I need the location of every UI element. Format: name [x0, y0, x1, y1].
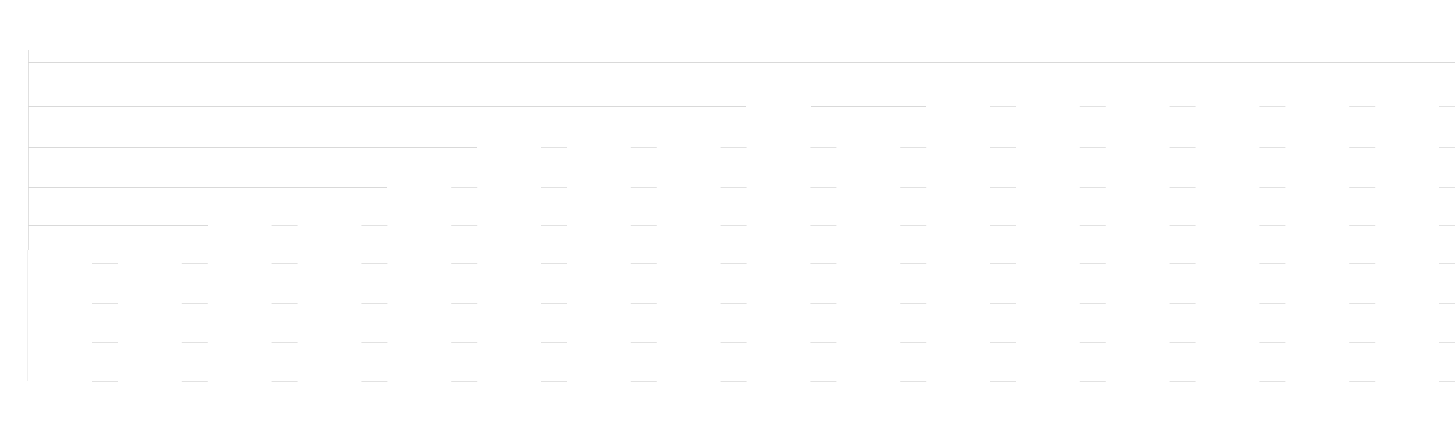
page: (() => { const data = JSON.parse(documen… [27, 50, 1455, 382]
placeholder-grid [27, 50, 1455, 382]
